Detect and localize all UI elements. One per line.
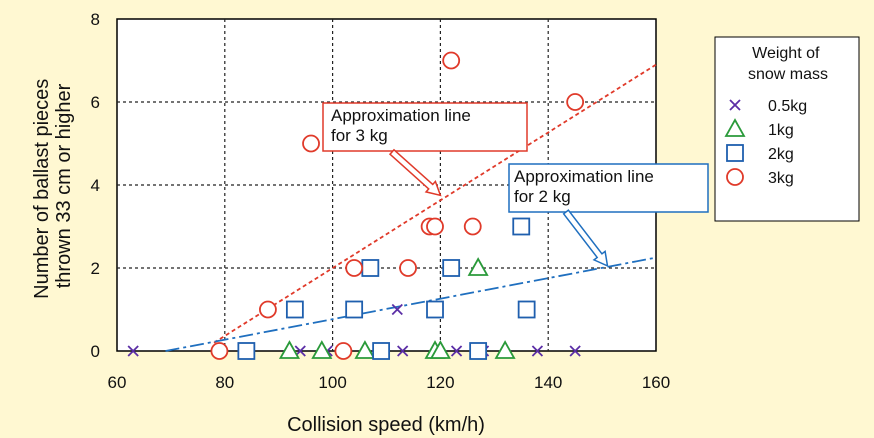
data-points xyxy=(127,51,585,360)
legend-items: 0.5kg 1kg 2kg 3kg xyxy=(724,98,807,187)
callout-3kg-box xyxy=(322,102,528,152)
data-point-square xyxy=(426,300,444,319)
data-point-circle xyxy=(463,217,482,236)
data-point-circle xyxy=(566,93,585,111)
data-point-circle xyxy=(426,217,444,236)
data-point-square xyxy=(345,300,364,319)
data-point-triangle xyxy=(278,340,301,359)
data-point-square xyxy=(285,300,304,319)
data-point-square xyxy=(237,342,256,360)
data-point-square xyxy=(361,259,380,277)
legend-label: 2kg xyxy=(768,146,794,163)
y-tick-label: 2 xyxy=(91,259,100,278)
callout-3kg-text: Approximation line for 3 kg xyxy=(331,106,476,145)
data-point-triangle xyxy=(354,340,376,359)
x-axis-title: Collision speed (km/h) xyxy=(287,414,485,436)
data-point-square xyxy=(517,300,536,319)
grid-lines xyxy=(117,19,656,351)
y-tick-label: 8 xyxy=(91,10,100,29)
data-point-circle xyxy=(442,51,461,70)
data-point-triangle xyxy=(494,340,516,359)
data-point-triangle xyxy=(311,340,333,359)
x-tick-label: 80 xyxy=(215,373,234,392)
legend-label: 1kg xyxy=(768,122,794,139)
data-point-x xyxy=(391,303,403,316)
data-point-circle xyxy=(334,342,353,360)
data-point-circle xyxy=(302,134,320,153)
y-axis-title-line-2: thrown 33 cm or higher xyxy=(53,83,75,288)
x-tick-label: 140 xyxy=(534,373,562,392)
data-point-x xyxy=(450,345,463,357)
data-point-square xyxy=(442,259,461,277)
arrow-shape xyxy=(562,209,609,268)
legend-label: 0.5kg xyxy=(768,98,807,115)
data-point-circle xyxy=(399,259,417,277)
x-tick-label: 160 xyxy=(642,373,670,392)
legend-marker-x xyxy=(729,99,741,111)
data-point-square xyxy=(469,342,488,360)
approximation-lines xyxy=(165,63,657,352)
y-tick-label: 4 xyxy=(91,176,100,195)
callout-2kg-arrow xyxy=(562,209,609,268)
fit-line-2kg xyxy=(165,256,657,352)
x-tick-label: 100 xyxy=(318,373,346,392)
callout-2kg-box xyxy=(508,163,709,213)
data-point-triangle xyxy=(467,257,489,276)
x-tick-label: 60 xyxy=(108,373,127,392)
data-point-square xyxy=(512,217,531,236)
callout-2kg-text: Approximation line for 2 kg xyxy=(514,167,659,206)
x-tick-label: 120 xyxy=(426,373,454,392)
callout-3kg-arrow xyxy=(388,148,442,197)
data-point-x xyxy=(569,345,581,357)
data-point-x xyxy=(127,345,139,357)
legend: Weight of snow mass 0.5kg 1kg 2kg 3kg xyxy=(714,36,860,222)
callout-3kg: Approximation line for 3 kg xyxy=(322,102,528,197)
data-point-square xyxy=(372,342,391,360)
data-point-x xyxy=(397,345,409,357)
legend-marker-square xyxy=(726,144,744,162)
arrow-shape xyxy=(388,148,442,197)
y-tick-label: 6 xyxy=(91,93,100,112)
tick-labels: 60 80 100 120 140 160 0 2 4 6 8 xyxy=(91,10,671,392)
data-point-circle xyxy=(345,259,364,277)
legend-marker-triangle xyxy=(724,118,746,137)
y-axis-title: Number of ballast pieces thrown 33 cm or… xyxy=(31,73,75,299)
y-tick-label: 0 xyxy=(91,342,100,361)
legend-label: 3kg xyxy=(768,170,794,187)
data-point-circle xyxy=(259,300,277,319)
fit-line-3kg xyxy=(213,63,657,344)
y-axis-title-line-1: Number of ballast pieces xyxy=(31,79,53,299)
data-point-circle xyxy=(210,342,229,360)
data-point-triangle xyxy=(429,340,451,359)
callout-2kg: Approximation line for 2 kg xyxy=(508,163,709,268)
legend-title: Weight of snow mass xyxy=(748,45,828,83)
data-point-x xyxy=(531,345,544,357)
legend-marker-circle xyxy=(726,168,744,186)
